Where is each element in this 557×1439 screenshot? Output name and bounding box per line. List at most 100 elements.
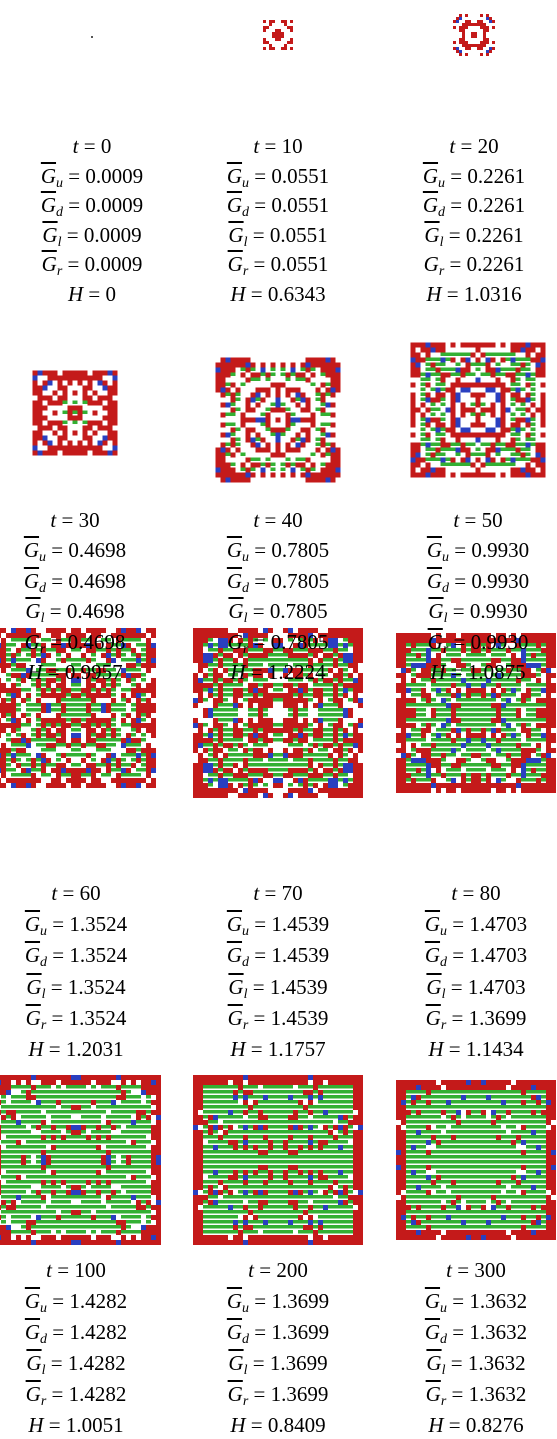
cell	[421, 778, 426, 782]
cell	[233, 778, 238, 782]
cell	[101, 1155, 106, 1160]
cell	[146, 1235, 151, 1240]
cell	[461, 428, 466, 433]
cell	[486, 29, 489, 32]
cell	[53, 451, 58, 456]
cell	[273, 783, 278, 788]
cell	[531, 733, 536, 737]
cell	[278, 38, 281, 41]
cell	[11, 783, 16, 788]
cell	[66, 1220, 71, 1224]
cell	[111, 1155, 116, 1159]
cell	[106, 1085, 111, 1089]
cell	[293, 723, 298, 728]
cell	[288, 718, 293, 723]
cell	[551, 688, 556, 693]
cell	[436, 418, 441, 423]
cell	[131, 1170, 136, 1174]
cell	[136, 1205, 141, 1210]
cell	[456, 463, 461, 467]
cell	[333, 748, 338, 753]
cell	[86, 768, 91, 773]
cell	[256, 458, 261, 462]
cell	[111, 1075, 116, 1080]
cell	[531, 358, 536, 363]
cell	[531, 748, 536, 753]
cell	[343, 783, 348, 787]
cell	[258, 738, 263, 742]
cell	[226, 423, 231, 427]
cell	[221, 403, 226, 408]
cell	[348, 1080, 353, 1085]
cell	[501, 463, 506, 467]
cell	[551, 783, 556, 788]
cell	[98, 381, 103, 386]
cell	[101, 733, 106, 738]
cell	[246, 438, 251, 443]
cell	[486, 728, 491, 732]
cell	[298, 723, 303, 728]
cell	[436, 468, 441, 473]
cell	[238, 1085, 243, 1090]
cell	[411, 368, 416, 373]
cell	[293, 758, 298, 762]
cell	[298, 738, 303, 743]
cell	[146, 783, 151, 788]
cell	[501, 473, 506, 478]
cell	[136, 713, 141, 718]
cell	[21, 1090, 26, 1094]
cell	[66, 1240, 71, 1245]
cell	[46, 1125, 51, 1129]
cell	[61, 1120, 66, 1124]
cell	[121, 1235, 126, 1240]
cell	[291, 398, 296, 403]
cell	[36, 723, 41, 727]
cell	[151, 778, 156, 783]
cell	[101, 703, 106, 708]
cell	[303, 763, 308, 767]
cell	[233, 723, 238, 728]
cell	[11, 1165, 16, 1169]
cell	[61, 1215, 66, 1219]
cell	[26, 1080, 31, 1085]
cell	[151, 1145, 156, 1150]
cell	[106, 748, 111, 752]
cell	[411, 363, 416, 368]
cell	[21, 1130, 26, 1134]
cell	[476, 698, 481, 702]
cell	[343, 743, 348, 747]
cell	[278, 1075, 283, 1080]
cell	[208, 758, 213, 762]
cell	[96, 1080, 101, 1085]
cell	[476, 383, 481, 388]
cell	[251, 473, 256, 478]
cell	[431, 388, 436, 392]
cell	[486, 368, 491, 373]
cell	[26, 768, 31, 773]
cell	[121, 1170, 126, 1174]
cell	[298, 753, 303, 758]
cell	[116, 703, 121, 707]
cell	[461, 778, 466, 783]
cell	[323, 688, 328, 692]
cell	[516, 733, 521, 737]
cell	[491, 783, 496, 788]
cell	[16, 773, 21, 777]
cell	[328, 1085, 333, 1089]
cell	[48, 376, 53, 381]
cell	[83, 451, 88, 456]
cell	[411, 723, 416, 728]
cell	[318, 1075, 323, 1080]
cell	[396, 783, 401, 788]
cell	[56, 1230, 61, 1234]
cell	[421, 433, 426, 437]
cell	[436, 703, 441, 707]
cell	[1, 1110, 6, 1114]
cell	[451, 373, 456, 377]
cell	[76, 1220, 81, 1224]
cell	[331, 463, 336, 468]
cell	[536, 748, 541, 752]
cell	[41, 773, 46, 777]
cell	[541, 783, 546, 788]
cell	[86, 1105, 91, 1109]
